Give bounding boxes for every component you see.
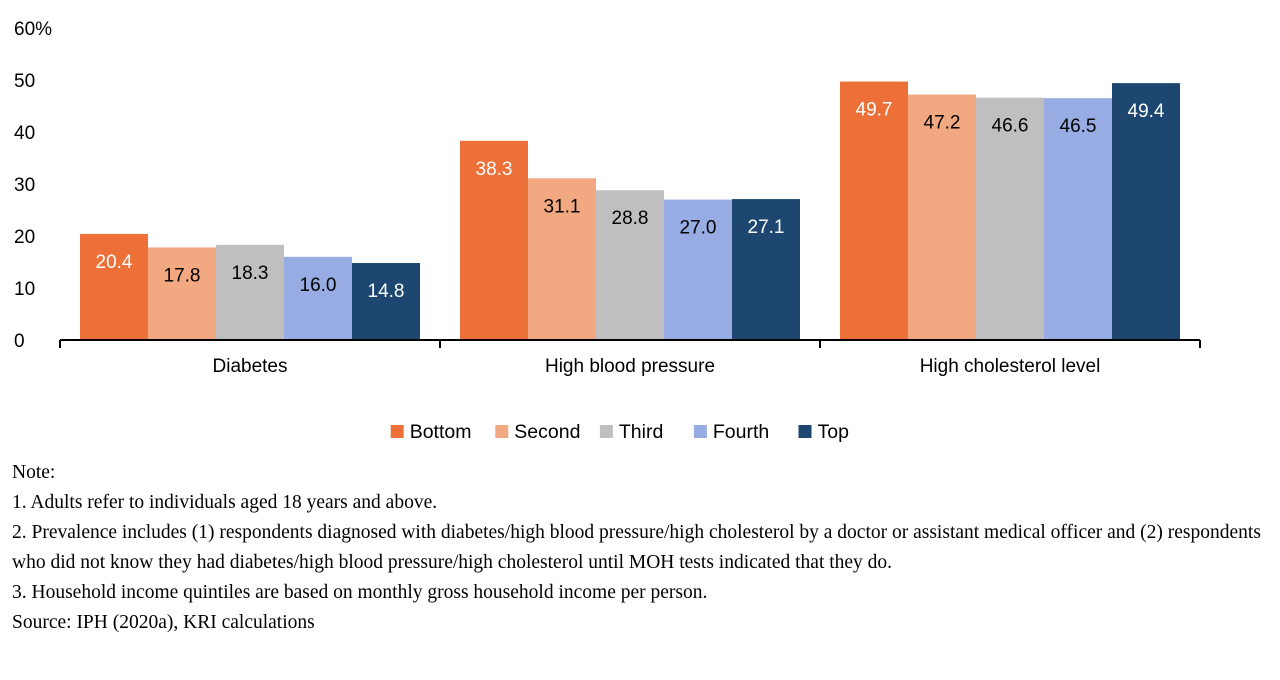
y-tick-label: 60% [14, 19, 52, 40]
y-tick-label: 0 [14, 331, 25, 352]
y-tick-label: 50 [14, 71, 35, 92]
legend-swatch [495, 425, 509, 438]
bar [664, 199, 732, 340]
note-line-3: 3. Household income quintiles are based … [12, 582, 708, 603]
x-category-label: High cholesterol level [920, 356, 1101, 377]
notes-source: Source: IPH (2020a), KRI calculations [12, 612, 315, 633]
data-label: 16.0 [300, 275, 337, 296]
legend-label: Second [514, 421, 580, 443]
data-label: 18.3 [232, 263, 269, 284]
notes-heading: Note: [12, 462, 56, 483]
bar [1112, 83, 1180, 341]
y-tick-label: 40 [14, 123, 35, 144]
bar [976, 97, 1044, 341]
bar [1044, 98, 1112, 340]
data-label: 38.3 [476, 159, 513, 180]
bar [460, 140, 528, 340]
y-tick-label: 30 [14, 175, 35, 196]
data-label: 49.7 [856, 100, 893, 121]
data-label: 49.4 [1128, 101, 1165, 122]
y-tick-label: 20 [14, 227, 35, 248]
legend-swatch [599, 425, 613, 438]
data-label: 28.8 [612, 208, 649, 229]
legend-swatch [693, 425, 707, 438]
bar [908, 94, 976, 340]
data-label: 46.5 [1060, 116, 1097, 137]
bar [528, 178, 596, 340]
bar [840, 81, 908, 340]
legend-label: Top [818, 421, 850, 443]
bar [352, 263, 420, 340]
note-line-1: 1. Adults refer to individuals aged 18 y… [12, 492, 438, 513]
bar-chart: 0 10 20 30 40 50 60% 20.4 17.8 18.3 16.0 14.8 Diabet… [14, 19, 1201, 443]
data-label: 20.4 [96, 252, 133, 273]
legend-swatch [390, 425, 404, 438]
data-label: 17.8 [164, 265, 201, 286]
bar [80, 233, 148, 340]
note-line-2: 2. Prevalence includes (1) respondents d… [12, 522, 1261, 573]
bar [148, 247, 216, 340]
bar [216, 244, 284, 340]
legend-swatch [798, 425, 812, 438]
legend-label: Fourth [713, 421, 769, 443]
y-tick-label: 10 [14, 279, 35, 300]
bar [732, 199, 800, 340]
x-category-label: Diabetes [213, 356, 288, 377]
bar [284, 256, 352, 340]
data-label: 47.2 [924, 113, 961, 134]
notes: Note: 1. Adults refer to individuals age… [12, 458, 1278, 638]
bar [596, 190, 664, 340]
legend-label: Third [619, 421, 663, 443]
data-label: 27.1 [748, 217, 785, 238]
x-category-label: High blood pressure [545, 356, 715, 377]
data-label: 27.0 [680, 218, 717, 239]
data-label: 31.1 [544, 196, 581, 217]
legend-label: Bottom [410, 421, 472, 443]
data-label: 46.6 [992, 116, 1029, 137]
data-label: 14.8 [368, 281, 405, 302]
